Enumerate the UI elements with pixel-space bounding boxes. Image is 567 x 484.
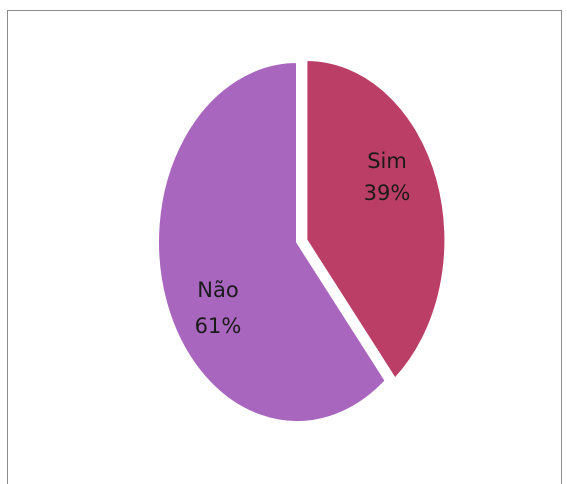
slice-label-nao-category: Não (197, 278, 238, 302)
slice-label-sim-value: 39% (364, 181, 411, 205)
slice-label-nao-value: 61% (195, 314, 242, 338)
pie-slice-sim (305, 58, 447, 381)
pie-labels: Sim 39% Não 61% (195, 149, 411, 338)
slice-label-sim-category: Sim (367, 149, 407, 173)
pie-slices (157, 58, 447, 423)
pie-slice-nao (157, 60, 387, 423)
